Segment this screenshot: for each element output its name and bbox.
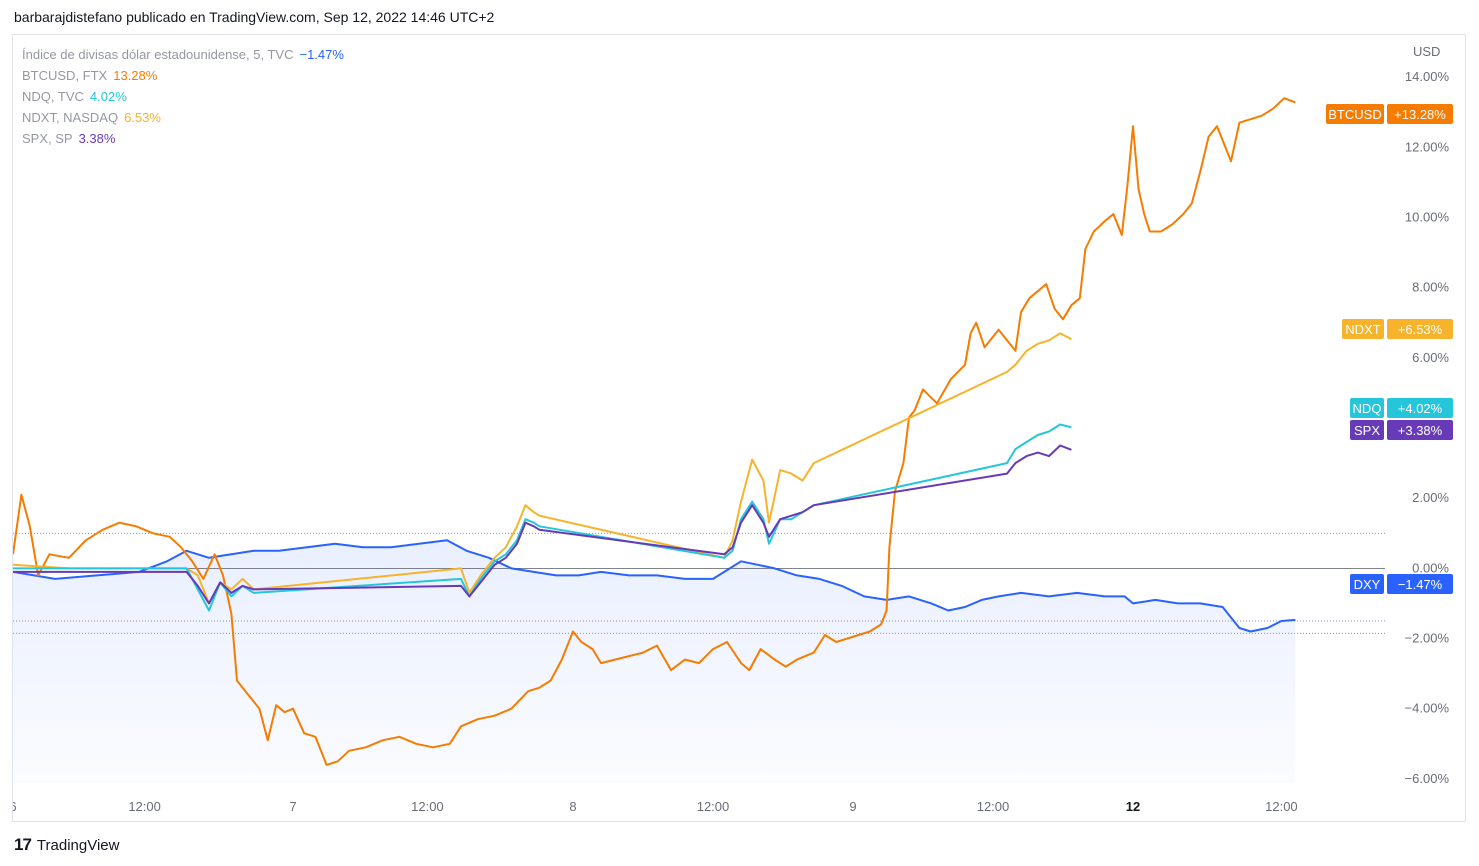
x-tick-label: 12:00 <box>411 799 444 814</box>
dxy-area-fill <box>13 540 1296 783</box>
series-value-badge-label: +3.38% <box>1398 423 1443 438</box>
series-name-badge-label: NDQ <box>1353 401 1382 416</box>
series-line-dxy <box>13 539 1296 633</box>
series-name-badge <box>1350 398 1384 418</box>
series-name-badge-label: SPX <box>1354 423 1380 438</box>
legend: Índice de divisas dólar estadounidense, … <box>22 44 344 149</box>
series-value-badge <box>1387 398 1453 418</box>
series-name-badge-label: NDXT <box>1345 322 1380 337</box>
series-name-badge <box>1350 420 1384 440</box>
legend-item-spx[interactable]: SPX, SP 3.38% <box>22 128 344 149</box>
x-tick-label: 12:00 <box>697 799 730 814</box>
footer-brand[interactable]: 17 TradingView <box>14 835 119 855</box>
series-value-badge <box>1387 319 1453 339</box>
y-tick-label: 8.00% <box>1412 280 1449 295</box>
publisher-line: barbarajdistefano publicado en TradingVi… <box>14 9 495 25</box>
series-line-spx <box>13 444 1072 605</box>
currency-label: USD <box>1413 44 1440 59</box>
legend-name: SPX, SP <box>22 131 73 146</box>
brand-name: TradingView <box>36 836 120 854</box>
series-value-badge-label: +6.53% <box>1398 322 1443 337</box>
series-line-ndq <box>13 423 1072 612</box>
chart-frame[interactable]: USD14.00%12.00%10.00%8.00%6.00%4.00%2.00… <box>12 34 1466 822</box>
series-value-badge <box>1387 574 1453 594</box>
legend-name: Índice de divisas dólar estadounidense, … <box>22 47 294 62</box>
tradingview-logo-icon: 17 <box>14 835 32 854</box>
legend-value: 6.53% <box>124 110 161 125</box>
legend-value: 4.02% <box>89 89 127 104</box>
y-tick-label: −2.00% <box>1405 631 1450 646</box>
x-tick-label: 7 <box>289 799 296 814</box>
legend-item-btcusd[interactable]: BTCUSD, FTX 13.28% <box>22 65 344 86</box>
legend-value: 3.38% <box>78 131 116 146</box>
series-name-badge <box>1350 574 1384 594</box>
series-line-btcusd <box>13 97 1296 766</box>
x-tick-label: 6 <box>13 799 17 814</box>
y-tick-label: 10.00% <box>1405 209 1450 224</box>
x-tick-label: 9 <box>849 799 856 814</box>
y-tick-label: 6.00% <box>1412 350 1449 365</box>
y-tick-label: −6.00% <box>1405 771 1450 786</box>
series-value-badge-label: −1.47% <box>1398 577 1443 592</box>
x-tick-label: 12:00 <box>977 799 1010 814</box>
x-tick-label: 12 <box>1126 799 1140 814</box>
chart-canvas[interactable]: USD14.00%12.00%10.00%8.00%6.00%4.00%2.00… <box>13 35 1465 821</box>
series-value-badge <box>1387 420 1453 440</box>
legend-name: NDQ, TVC <box>22 89 84 104</box>
series-name-badge <box>1342 319 1384 339</box>
legend-item-ndq[interactable]: NDQ, TVC 4.02% <box>22 86 344 107</box>
series-name-badge-label: DXY <box>1354 577 1381 592</box>
legend-item-dxy[interactable]: Índice de divisas dólar estadounidense, … <box>22 44 344 65</box>
legend-value: 13.28% <box>113 68 158 83</box>
legend-name: BTCUSD, FTX <box>22 68 108 83</box>
x-tick-label: 8 <box>569 799 576 814</box>
legend-item-ndxt[interactable]: NDXT, NASDAQ 6.53% <box>22 107 344 128</box>
x-tick-label: 12:00 <box>128 799 161 814</box>
y-tick-label: −4.00% <box>1405 701 1450 716</box>
y-tick-label: 0.00% <box>1412 560 1449 575</box>
y-tick-label: 14.00% <box>1405 69 1450 84</box>
series-name-badge <box>1326 104 1384 124</box>
y-tick-label: 2.00% <box>1412 490 1449 505</box>
series-value-badge <box>1387 104 1453 124</box>
y-tick-label: 12.00% <box>1405 139 1450 154</box>
series-value-badge-label: +4.02% <box>1398 401 1443 416</box>
legend-name: NDXT, NASDAQ <box>22 110 119 125</box>
legend-value: −1.47% <box>299 47 344 62</box>
series-name-badge-label: BTCUSD <box>1328 107 1381 122</box>
series-value-badge-label: +13.28% <box>1394 107 1446 122</box>
x-tick-label: 12:00 <box>1265 799 1298 814</box>
